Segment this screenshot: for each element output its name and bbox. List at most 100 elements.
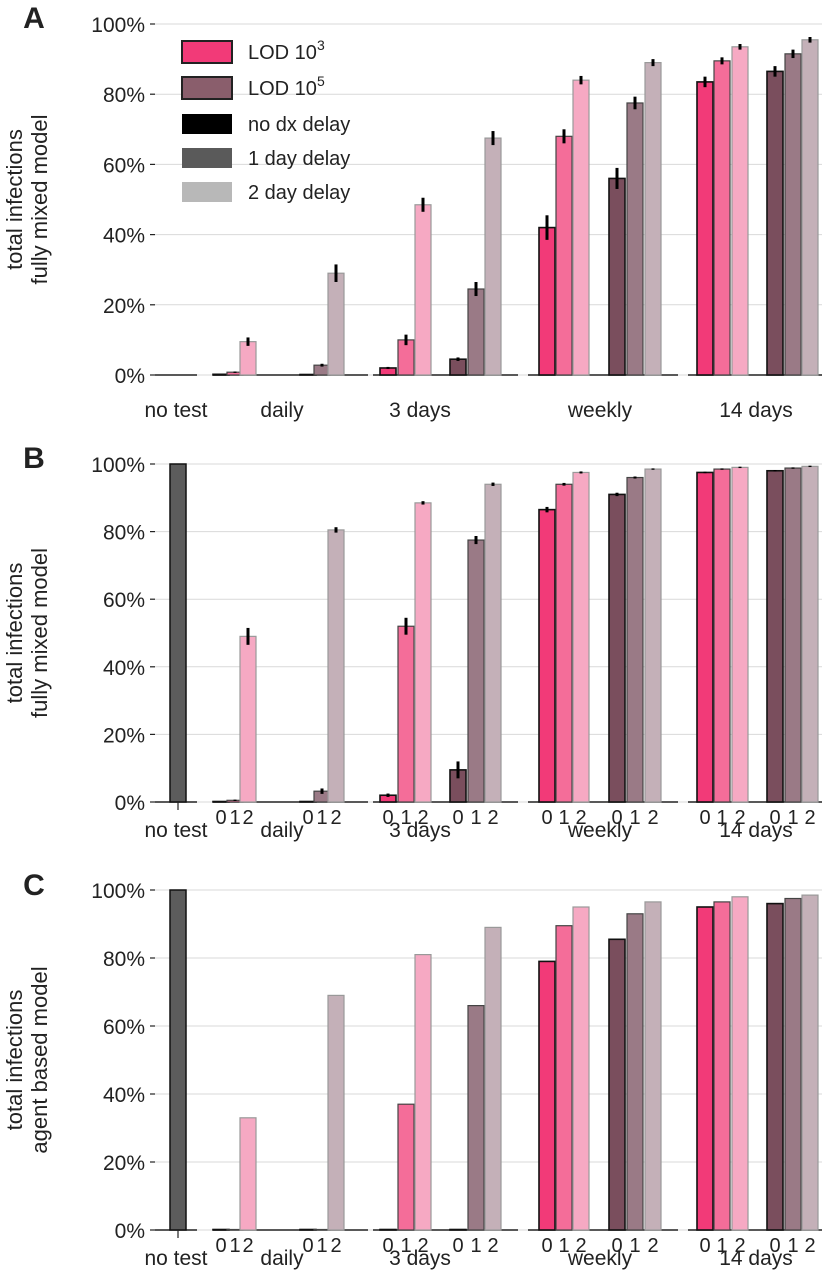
delay-tick-label: 1 <box>558 807 569 829</box>
bar-14-days-lod3-delay2 <box>731 466 749 803</box>
y-tick-label: 20% <box>103 724 145 747</box>
y-tick-label: 80% <box>103 522 145 545</box>
bar-3-days-lod5-delay0 <box>449 1228 467 1231</box>
category-label: weekly <box>567 399 633 422</box>
bar-no-test <box>169 463 187 803</box>
delay-tick-label: 1 <box>470 1235 481 1257</box>
delay-tick-label: 2 <box>804 1235 815 1257</box>
bar-3-days-lod5-delay2 <box>484 926 502 1231</box>
bar-14-days-lod3-delay1 <box>713 60 731 376</box>
bar-3-days-lod5-delay1 <box>467 288 485 376</box>
bar-weekly-lod3-delay1 <box>555 135 573 376</box>
bar-weekly-lod5-delay0 <box>608 177 626 376</box>
bar-14-days-lod3-delay1 <box>713 468 731 803</box>
category-label: 14 days <box>719 819 793 842</box>
legend-label: 2 day delay <box>248 182 350 204</box>
y-axis-label-line2: fully mixed model <box>27 115 52 285</box>
bar-weekly-lod3-delay0 <box>538 960 556 1231</box>
bar-14-days-lod5-delay0 <box>766 70 784 376</box>
bar-3-days-lod3-delay2 <box>414 953 432 1231</box>
delay-tick-label: 2 <box>734 807 745 829</box>
bar-weekly-lod5-delay1 <box>626 102 644 376</box>
y-tick-label: 100% <box>91 14 145 37</box>
delay-tick-label: 1 <box>400 1235 411 1257</box>
delay-tick-label: 1 <box>400 807 411 829</box>
delay-tick-label: 2 <box>575 1235 586 1257</box>
bar-weekly-lod3-delay0 <box>538 508 556 803</box>
bar-3-days-lod5-delay2 <box>484 137 502 376</box>
category-label: weekly <box>567 1247 633 1270</box>
y-tick-label: 40% <box>103 1084 145 1107</box>
delay-tick-label: 2 <box>734 1235 745 1257</box>
bar-weekly-lod3-delay2 <box>572 906 590 1231</box>
legend-label: LOD 103 <box>248 37 325 64</box>
delay-tick-label: 0 <box>699 1235 710 1257</box>
delay-tick-label: 2 <box>417 1235 428 1257</box>
y-tick-label: 0% <box>115 792 145 815</box>
bar-14-days-lod5-delay2 <box>801 894 819 1231</box>
delay-tick-label: 1 <box>629 1235 640 1257</box>
bar-14-days-lod5-delay1 <box>784 467 802 803</box>
y-tick-label: 60% <box>103 589 145 612</box>
panel-letter-A: A <box>23 2 45 35</box>
bar-weekly-lod5-delay1 <box>626 476 644 803</box>
bar-weekly-lod5-delay0 <box>608 493 626 803</box>
legend-swatch <box>181 40 233 64</box>
bar-14-days-lod5-delay1 <box>784 53 802 376</box>
delay-tick-label: 0 <box>382 1235 393 1257</box>
delay-tick-label: 0 <box>541 807 552 829</box>
bar-3-days-lod3-delay1 <box>397 625 415 803</box>
bar-daily-lod3-delay2 <box>239 635 257 803</box>
delay-tick-label: 2 <box>647 1235 658 1257</box>
bar-daily-lod5-delay2 <box>327 529 345 803</box>
delay-tick-label: 2 <box>417 807 428 829</box>
delay-tick-label: 1 <box>229 1235 240 1257</box>
category-label: weekly <box>567 819 633 842</box>
delay-tick-label: 1 <box>629 807 640 829</box>
legend-label: 1 day delay <box>248 148 350 170</box>
y-tick-label: 20% <box>103 1152 145 1175</box>
bar-3-days-lod3-delay2 <box>414 204 432 376</box>
bar-14-days-lod5-delay2 <box>801 39 819 376</box>
y-tick-label: 20% <box>103 295 145 318</box>
category-label: no test <box>144 819 207 842</box>
delay-tick-label: 2 <box>575 807 586 829</box>
bar-14-days-lod5-delay1 <box>784 897 802 1231</box>
category-label: 14 days <box>719 1247 793 1270</box>
legend-swatch <box>182 114 232 134</box>
legend-swatch <box>182 148 232 168</box>
bar-14-days-lod5-delay2 <box>801 465 819 803</box>
legend-label: no dx delay <box>248 114 350 136</box>
category-label: 3 days <box>389 1247 451 1270</box>
bar-14-days-lod3-delay2 <box>731 896 749 1231</box>
category-label: daily <box>260 399 304 422</box>
delay-tick-label: 1 <box>716 1235 727 1257</box>
delay-tick-label: 2 <box>330 1235 341 1257</box>
bar-no-test <box>169 889 187 1231</box>
bar-daily-lod5-delay2 <box>327 272 345 376</box>
bar-14-days-lod3-delay2 <box>731 46 749 376</box>
bar-weekly-lod3-delay0 <box>538 226 556 376</box>
delay-tick-label: 0 <box>611 1235 622 1257</box>
y-tick-label: 40% <box>103 225 145 248</box>
panel-letter-B: B <box>23 442 45 475</box>
bar-weekly-lod5-delay0 <box>608 938 626 1231</box>
legend-swatch <box>181 76 233 100</box>
bar-14-days-lod3-delay0 <box>696 81 714 376</box>
bar-14-days-lod3-delay1 <box>713 901 731 1231</box>
delay-tick-label: 0 <box>302 1235 313 1257</box>
delay-tick-label: 1 <box>787 1235 798 1257</box>
bar-3-days-lod5-delay1 <box>467 1004 485 1231</box>
delay-tick-label: 2 <box>487 807 498 829</box>
bar-weekly-lod3-delay1 <box>555 483 573 803</box>
delay-tick-label: 0 <box>699 807 710 829</box>
y-tick-label: 60% <box>103 154 145 177</box>
delay-tick-label: 1 <box>716 807 727 829</box>
delay-tick-label: 0 <box>541 1235 552 1257</box>
delay-tick-label: 0 <box>452 1235 463 1257</box>
bar-daily-lod3-delay2 <box>239 341 257 376</box>
category-label: 3 days <box>389 819 451 842</box>
y-axis-label-line1: total infections <box>2 129 27 270</box>
category-label: 14 days <box>719 399 793 422</box>
